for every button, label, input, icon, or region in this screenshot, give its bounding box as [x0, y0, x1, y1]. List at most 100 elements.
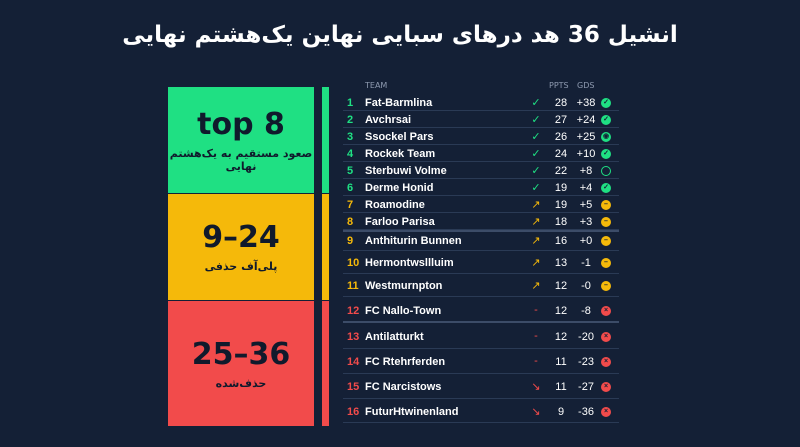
row-team-name: Ssockel Pars — [365, 131, 434, 143]
row-team-name: FC Narcistows — [365, 381, 442, 393]
row-points: 13 — [554, 257, 568, 269]
table-row[interactable]: 8 Farloo Parisa ↗ 18 +3– — [343, 213, 619, 230]
zone-divider — [343, 321, 619, 323]
table-header: TEAM PPTS GDS — [343, 78, 619, 94]
row-points: 18 — [554, 216, 568, 228]
trend-icon: ↘ — [531, 381, 541, 393]
zone-playoff: 9–24 پلی‌آف حذفی — [168, 194, 314, 300]
zone-playoff-label: پلی‌آف حذفی — [204, 260, 278, 273]
row-goal-diff: -23 — [578, 356, 594, 368]
row-rank: 9 — [347, 235, 354, 247]
row-goal-diff: +4 — [579, 182, 593, 194]
status-icon: × — [601, 306, 611, 316]
status-icon: ✓ — [601, 98, 611, 108]
row-goal-diff: -20 — [578, 331, 594, 343]
row-goal-diff: +25 — [576, 131, 596, 143]
row-points: 12 — [554, 331, 568, 343]
row-goal-diff: -27 — [578, 381, 594, 393]
header-pts: PPTS — [549, 81, 569, 90]
zone-eliminated: 25–36 حذف‌شده — [168, 301, 314, 426]
row-points: 19 — [554, 182, 568, 194]
row-team-name: Anthiturin Bunnen — [365, 235, 462, 247]
table-row[interactable]: 3 Ssockel Pars ✓ 26 +25 ◉ — [343, 128, 619, 145]
zone-bar-red — [322, 301, 329, 426]
row-team-name: Avchrsai — [365, 114, 412, 126]
table-row[interactable]: 2 Avchrsai ✓ 27 +24 ✓ — [343, 111, 619, 128]
row-rank: 15 — [347, 381, 360, 393]
status-icon: × — [601, 357, 611, 367]
zone-playoff-range: 9–24 — [202, 220, 280, 255]
row-points: 26 — [554, 131, 568, 143]
row-rank: 12 — [347, 305, 360, 317]
row-team-name: Westmurnpton — [365, 280, 443, 292]
table-row[interactable]: 11 Westmurnpton ↗ 12 -0– — [343, 274, 619, 297]
row-team-name: Derme Honid — [365, 182, 434, 194]
row-points: 28 — [554, 97, 568, 109]
standings-table: TEAM PPTS GDS 1 Fat-Barmlina ✓ 28 +38 ✓ 2 Avchr… — [343, 78, 619, 423]
row-rank: 4 — [347, 148, 354, 160]
status-icon: ◉ — [601, 132, 611, 142]
zone-bar-green — [322, 87, 329, 193]
table-row[interactable]: 12 FC Nallo-Town - 12 -8 × — [343, 297, 619, 323]
row-team-name: Hermontwsllluim — [365, 257, 454, 269]
status-icon: × — [601, 382, 611, 392]
row-rank: 13 — [347, 331, 360, 343]
row-team-name: Sterbuwi Volme — [365, 165, 447, 177]
table-row[interactable]: 1 Fat-Barmlina ✓ 28 +38 ✓ — [343, 94, 619, 111]
row-goal-diff: +0 — [579, 235, 593, 247]
trend-icon: - — [534, 330, 538, 342]
row-team-name: Roamodine — [365, 199, 425, 211]
row-goal-diff: -1 — [581, 257, 591, 269]
table-row[interactable]: 7 Roamodine ↗ 19 +5– — [343, 196, 619, 213]
row-goal-diff: -0 — [581, 280, 591, 292]
row-goal-diff: +3 — [579, 216, 593, 228]
row-points: 16 — [554, 235, 568, 247]
row-goal-diff: -36 — [578, 406, 594, 418]
row-goal-diff: +8 — [579, 165, 593, 177]
table-row[interactable]: 15 FC Narcistows ↘ 11 -27 × — [343, 374, 619, 399]
status-icon: ✓ — [601, 115, 611, 125]
row-points: 12 — [554, 280, 568, 292]
row-points: 27 — [554, 114, 568, 126]
trend-icon: ↗ — [531, 216, 541, 228]
row-rank: 6 — [347, 182, 354, 194]
row-rank: 8 — [347, 216, 354, 228]
trend-icon: ✓ — [531, 165, 541, 177]
row-points: 9 — [557, 406, 565, 418]
trend-icon: ↘ — [531, 406, 541, 418]
row-team-name: Antilatturkt — [365, 331, 424, 343]
table-row[interactable]: 16 FuturHtwinenland ↘ 9 -36 × — [343, 399, 619, 423]
table-row[interactable]: 13 Antilatturkt - 12 -20 × — [343, 323, 619, 349]
status-icon: – — [601, 258, 611, 268]
table-row[interactable]: 10 Hermontwsllluim ↗ 13 -1– — [343, 251, 619, 274]
trend-icon: ✓ — [531, 182, 541, 194]
trend-icon: ↗ — [531, 235, 541, 247]
row-goal-diff: +38 — [576, 97, 596, 109]
row-goal-diff: -8 — [581, 305, 591, 317]
table-row[interactable]: 14 FC Rtehrferden - 11 -23 × — [343, 349, 619, 374]
status-icon: × — [601, 332, 611, 342]
table-row[interactable]: 9 Anthiturin Bunnen ↗ 16 +0– — [343, 230, 619, 251]
row-rank: 16 — [347, 406, 360, 418]
table-row[interactable]: 5 Sterbuwi Volme ✓ 22 +8 — [343, 162, 619, 179]
zone-bar-yellow — [322, 194, 329, 300]
trend-icon: ↗ — [531, 199, 541, 211]
table-row[interactable]: 4 Rockek Team ✓ 24 +10 ✓ — [343, 145, 619, 162]
header-team: TEAM — [365, 81, 388, 90]
status-icon: – — [601, 281, 611, 291]
row-points: 24 — [554, 148, 568, 160]
status-icon: – — [601, 217, 611, 227]
row-rank: 7 — [347, 199, 354, 211]
table-row[interactable]: 6 Derme Honid ✓ 19 +4 ✓ — [343, 179, 619, 196]
trend-icon: ↗ — [531, 280, 541, 292]
row-rank: 11 — [347, 280, 359, 292]
row-points: 12 — [554, 305, 568, 317]
page-title: انشیل 36 هد درهای سبایی نهاین یک‌هشتم نه… — [122, 22, 678, 48]
row-goal-diff: +5 — [579, 199, 593, 211]
header-gd: GDS — [577, 81, 595, 90]
trend-icon: ✓ — [531, 114, 541, 126]
trend-icon: ✓ — [531, 131, 541, 143]
status-icon: ✓ — [601, 183, 611, 193]
trend-icon: ✓ — [531, 148, 541, 160]
row-goal-diff: +10 — [576, 148, 596, 160]
